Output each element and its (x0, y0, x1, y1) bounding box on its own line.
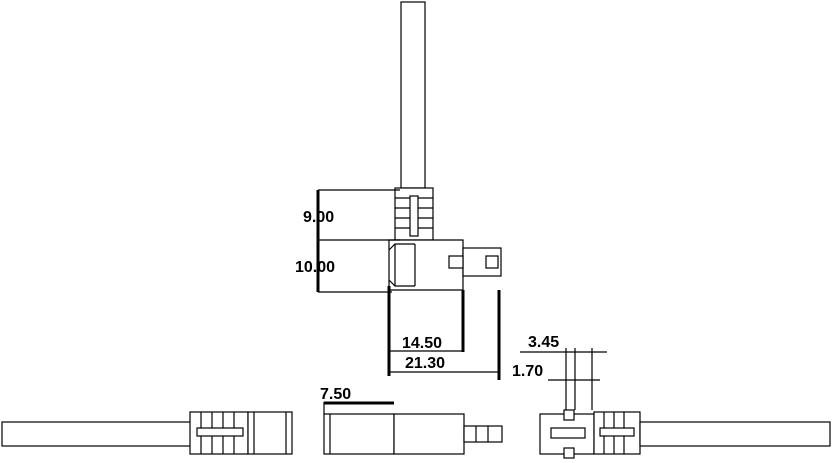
dimension-housing-height: 10.00 (295, 240, 392, 293)
boot-side (189, 411, 293, 455)
top-view: 9.00 10.00 14.50 21.30 (295, 1, 502, 380)
cable-horizontal-right (639, 421, 831, 447)
right-end-view: 3.45 1.70 (512, 334, 831, 459)
dimension-label-14-50: 14.50 (402, 335, 442, 352)
dimension-label-21-30: 21.30 (405, 355, 445, 372)
dimension-plug: 3.45 1.70 (512, 334, 607, 410)
dimension-label-9: 9.00 (303, 209, 334, 226)
dimension-label-1-70: 1.70 (512, 363, 543, 380)
left-side-view (1, 411, 293, 455)
bottom-view: 7.50 (320, 386, 503, 455)
dimension-label-7-50: 7.50 (320, 386, 351, 403)
cable-horizontal-left (1, 421, 193, 447)
dimension-label-3-45: 3.45 (528, 334, 559, 351)
cable-vertical (400, 1, 426, 189)
strain-relief-boot (394, 187, 434, 241)
dimension-boot-height: 9.00 (303, 189, 400, 241)
connector-housing (388, 239, 502, 291)
dimension-label-10: 10.00 (295, 259, 335, 276)
dimension-lengths: 14.50 21.30 (387, 286, 501, 380)
